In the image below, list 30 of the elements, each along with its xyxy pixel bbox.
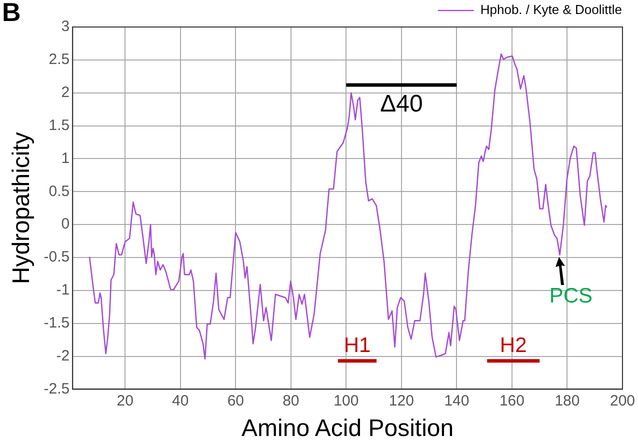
y-tick-label: 0	[61, 216, 70, 233]
x-tick-label: 160	[499, 392, 524, 410]
annotation: Δ40	[380, 90, 423, 118]
y-tick-label: 2	[61, 84, 70, 101]
y-tick-label: -1.5	[44, 314, 70, 332]
y-tick-label: -2.5	[44, 380, 70, 398]
y-tick-label: 3	[61, 18, 70, 36]
x-tick-label: 80	[282, 392, 300, 410]
y-tick-label: 2.5	[48, 51, 70, 68]
y-tick-label: -0.5	[44, 248, 70, 266]
x-tick-label: 200	[610, 392, 635, 410]
y-tick-label: 0.5	[48, 182, 70, 200]
x-tick-label: 180	[554, 392, 580, 410]
y-tick-label: 1.5	[48, 116, 70, 134]
y-tick-label: -1	[56, 282, 70, 299]
annotation: PCS	[549, 284, 593, 308]
x-tick-label: 140	[444, 392, 470, 410]
text: B	[2, 0, 21, 28]
y-axis-title: Hydropathicity	[8, 132, 36, 284]
x-tick-label: 120	[388, 392, 414, 410]
x-tick-label: 40	[172, 392, 189, 410]
x-tick-label: 60	[227, 392, 244, 410]
x-tick-label: 20	[116, 392, 134, 410]
annotation: H2	[500, 334, 527, 358]
y-tick-label: 1	[61, 150, 70, 167]
x-axis-title: Amino Acid Position	[242, 415, 454, 442]
legend-label: Hphob. / Kyte & Doolittle	[480, 2, 622, 18]
annotation: H1	[344, 334, 371, 358]
x-tick-label: 100	[334, 392, 359, 410]
y-tick-label: -2	[56, 347, 70, 364]
